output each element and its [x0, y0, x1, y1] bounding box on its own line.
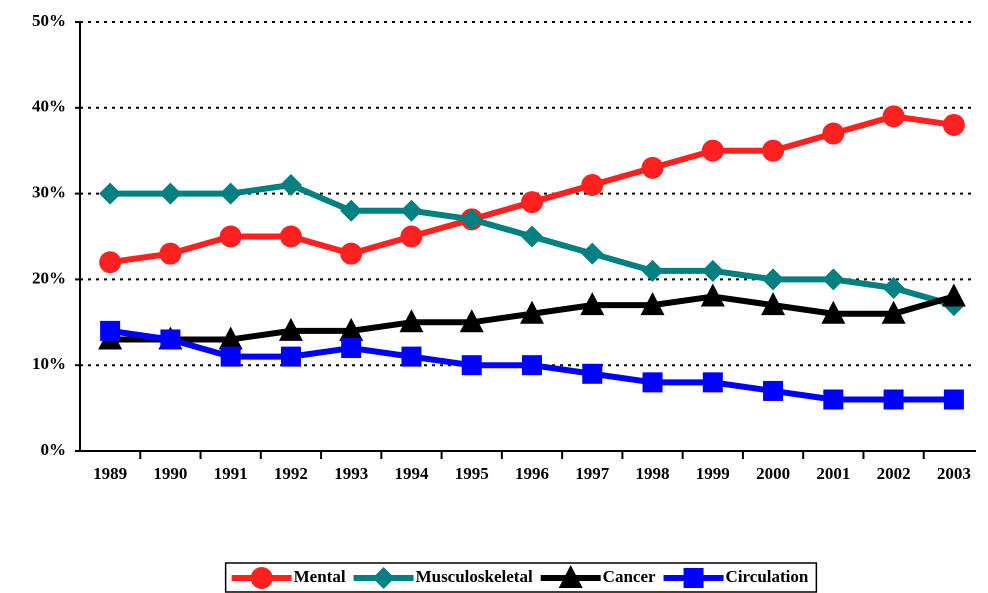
marker [460, 208, 483, 231]
marker [219, 225, 242, 248]
marker [581, 242, 604, 265]
marker [250, 567, 273, 589]
x-tick-label: 1994 [394, 464, 429, 483]
marker [762, 268, 785, 291]
legend-item: Cancer [540, 565, 656, 588]
legend-item: Mental [231, 567, 346, 589]
marker [580, 292, 605, 316]
marker [881, 300, 906, 324]
x-tick-label: 1995 [455, 464, 489, 483]
x-tick-label: 2003 [937, 464, 971, 483]
x-tick-label: 1998 [636, 464, 670, 483]
marker [522, 355, 542, 376]
y-tick-label: 40% [32, 97, 66, 116]
marker [461, 355, 482, 376]
legend-label: Mental [294, 567, 346, 586]
marker [941, 283, 966, 307]
marker [823, 389, 844, 410]
marker [700, 283, 725, 307]
marker [821, 300, 846, 324]
marker [822, 122, 845, 145]
marker [159, 182, 182, 205]
marker [340, 242, 363, 265]
marker [400, 225, 423, 248]
x-tick-label: 1990 [153, 464, 187, 483]
y-tick-label: 0% [41, 440, 67, 459]
y-tick-label: 20% [32, 268, 66, 287]
marker [943, 389, 964, 410]
marker [401, 346, 422, 367]
legend-label: Musculoskeletal [416, 567, 533, 586]
legend-item: Musculoskeletal [353, 567, 533, 589]
legend-label: Cancer [603, 567, 656, 586]
marker [219, 182, 242, 205]
marker [279, 174, 302, 197]
marker [683, 568, 704, 588]
x-tick-label: 2000 [756, 464, 790, 483]
legend-item: Circulation [663, 567, 809, 588]
marker [822, 268, 845, 291]
marker [399, 309, 424, 333]
marker [640, 292, 665, 316]
y-tick-label: 50% [32, 11, 66, 30]
marker [558, 565, 583, 588]
marker [581, 174, 604, 197]
marker [220, 346, 241, 367]
marker [278, 317, 303, 341]
y-tick-label: 10% [32, 354, 66, 373]
marker [99, 182, 122, 205]
x-tick-label: 1999 [696, 464, 730, 483]
marker [100, 320, 121, 341]
x-tick-label: 1996 [515, 464, 549, 483]
marker [99, 251, 122, 274]
marker [883, 389, 904, 410]
marker [763, 380, 784, 401]
marker [701, 259, 724, 282]
marker [280, 346, 301, 367]
x-tick-label: 2001 [816, 464, 850, 483]
marker [521, 191, 543, 214]
marker [341, 338, 362, 359]
marker [762, 139, 785, 162]
x-tick-label: 1989 [93, 464, 127, 483]
marker [641, 156, 664, 179]
marker [942, 113, 965, 136]
marker [372, 567, 395, 589]
marker [160, 329, 181, 350]
x-tick-label: 1991 [214, 464, 248, 483]
marker [340, 199, 363, 222]
x-tick-label: 1993 [334, 464, 368, 483]
marker [761, 292, 786, 316]
marker [641, 259, 664, 282]
x-tick-label: 1992 [274, 464, 308, 483]
marker [582, 363, 603, 384]
marker [339, 317, 364, 341]
marker [701, 139, 724, 162]
legend-label: Circulation [726, 567, 809, 586]
marker [520, 300, 544, 324]
marker [702, 372, 723, 393]
marker [642, 372, 663, 393]
legend: Mental Musculoskeletal Cancer Circulation [224, 562, 818, 593]
marker [400, 199, 423, 222]
x-tick-label: 2002 [877, 464, 911, 483]
marker [159, 242, 182, 265]
marker [459, 309, 484, 333]
x-tick-label: 1997 [575, 464, 610, 483]
marker [279, 225, 302, 248]
y-tick-label: 30% [32, 183, 66, 202]
marker [218, 326, 243, 350]
marker [521, 225, 543, 248]
marker [882, 105, 905, 128]
marker [882, 276, 905, 299]
